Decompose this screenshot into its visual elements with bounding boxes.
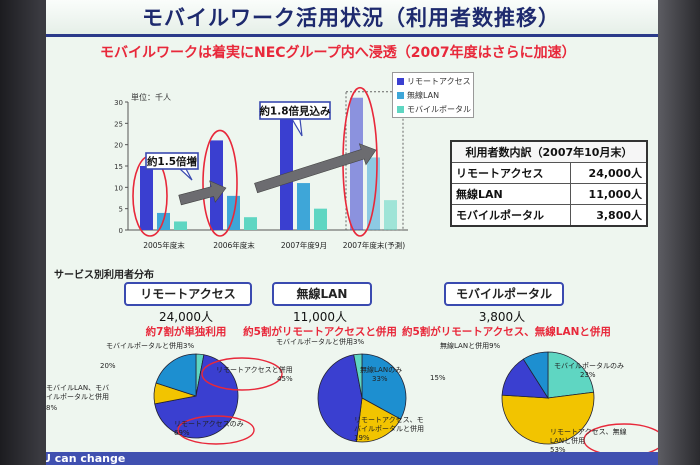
callout-text: 約1.8倍見込み bbox=[259, 105, 331, 118]
bar-remote-0 bbox=[140, 166, 153, 230]
service-title-box: 無線LAN bbox=[272, 282, 372, 306]
table-header-row: 利用者数内訳（2007年10月末） bbox=[450, 140, 648, 163]
annotation-1-8x: 約1.8倍見込み bbox=[259, 101, 331, 137]
pie-label: 20% bbox=[100, 362, 116, 370]
callout-box bbox=[259, 101, 331, 120]
table-row: リモートアクセス 24,000人 bbox=[450, 162, 648, 184]
pie-label: 無線LANと併用9% bbox=[440, 342, 501, 350]
pie-label: リモートアクセスのみ 69% bbox=[174, 420, 244, 437]
y-tick-label: 10 bbox=[114, 184, 123, 192]
pie-label: 15% bbox=[430, 374, 446, 382]
table-row: 無線LAN 11,000人 bbox=[450, 183, 648, 205]
x-tick-label: 2007年度9月 bbox=[281, 240, 327, 250]
label-highlight-ellipse bbox=[201, 357, 283, 391]
pie-label: リモートアクセス、無線LANと併用 53% bbox=[550, 428, 627, 454]
pie-slice bbox=[317, 354, 363, 443]
pie-label: モバイルLAN、モバイルポータルと併用 bbox=[46, 384, 110, 401]
service-title-box: リモートアクセス bbox=[124, 282, 252, 306]
pie-label: モバイルポータルと併用3% bbox=[276, 338, 365, 346]
table-cell-value: 24,000人 bbox=[569, 162, 648, 184]
service-note: 約7割が単独利用 bbox=[145, 326, 227, 338]
pie-2 bbox=[501, 351, 595, 445]
chart-unit-label: 単位：千人 bbox=[131, 93, 171, 102]
pie-slice bbox=[356, 397, 402, 443]
y-tick-label: 30 bbox=[114, 99, 123, 107]
table-header: 利用者数内訳（2007年10月末） bbox=[450, 140, 648, 163]
x-tick-label: 2006年度末 bbox=[213, 240, 255, 250]
legend-swatch bbox=[397, 92, 404, 99]
pie-label: リモートアクセスと併用 45% bbox=[216, 366, 293, 383]
legend-item-wlan: 無線LAN bbox=[397, 90, 439, 101]
bar-remote-3 bbox=[350, 97, 363, 230]
growth-arrow-1 bbox=[178, 180, 227, 206]
table-cell-label: モバイルポータル bbox=[450, 204, 571, 227]
slide-subtitle: モバイルワークは着実にNECグループ内へ浸透（2007年度はさらに加速） bbox=[100, 45, 576, 61]
pie-1 bbox=[317, 353, 407, 443]
pie-slice bbox=[353, 353, 363, 399]
service-note: 約5割がリモートアクセス、無線LANと併用 bbox=[402, 326, 611, 338]
bar-wlan-2 bbox=[297, 183, 310, 230]
y-tick-label: 20 bbox=[114, 142, 123, 150]
x-tick-label: 2007年度末(予測) bbox=[343, 240, 406, 250]
annotation-1-5x: 約1.5倍増 bbox=[145, 152, 199, 181]
pie-label: モバイルポータルと併用3% bbox=[106, 342, 195, 350]
slide-title: モバイルワーク活用状況（利用者数推移） bbox=[142, 6, 560, 30]
slide-title-bar: モバイルワーク活用状況（利用者数推移） bbox=[46, 0, 658, 37]
service-distribution-heading: サービス別利用者分布 bbox=[54, 270, 154, 281]
footer-tagline: U can change bbox=[46, 452, 126, 465]
bar-portal-0 bbox=[174, 221, 187, 230]
table-cell-label: 無線LAN bbox=[450, 183, 571, 205]
bar-chart: 0 5 10 15 20 25 30 2005年度末 2006年度末 2007年度9月 2007年度… bbox=[114, 86, 408, 250]
presentation-slide: モバイルワーク活用状況（利用者数推移） モバイルワークは着実にNECグループ内へ… bbox=[46, 0, 658, 465]
pie-label: 無線LANのみ 33% bbox=[360, 366, 403, 383]
bar-portal-2 bbox=[314, 208, 327, 230]
y-tick-label: 0 bbox=[119, 227, 123, 235]
pie-slice bbox=[155, 353, 197, 397]
growth-arrow-2 bbox=[254, 143, 377, 194]
chart-legend: リモートアクセス 無線LAN モバイルポータル bbox=[392, 72, 474, 118]
service-user-count: 24,000人 bbox=[159, 310, 213, 324]
highlight-ellipse bbox=[202, 129, 238, 237]
growth-arrow-shape bbox=[254, 143, 377, 194]
pie-0 bbox=[153, 353, 239, 439]
legend-item-remote: リモートアクセス bbox=[397, 76, 471, 87]
callout-box bbox=[145, 152, 199, 170]
users-breakdown-table: 利用者数内訳（2007年10月末） リモートアクセス 24,000人 無線LAN 1… bbox=[450, 140, 648, 227]
bar-portal-3 bbox=[384, 200, 397, 230]
service-user-count: 3,800人 bbox=[478, 310, 526, 324]
legend-swatch bbox=[397, 106, 404, 113]
table-cell-value: 11,000人 bbox=[569, 183, 648, 205]
pie-slice bbox=[547, 351, 595, 399]
service-user-count: 11,000人 bbox=[293, 310, 347, 324]
y-tick-label: 5 bbox=[119, 206, 123, 214]
service-title-box: モバイルポータル bbox=[444, 282, 564, 306]
pie-slice bbox=[501, 391, 595, 445]
y-tick-label: 25 bbox=[114, 120, 123, 128]
table-row: モバイルポータル 3,800人 bbox=[450, 204, 648, 227]
table-cell-value: 3,800人 bbox=[569, 204, 648, 227]
pie-label: モバイルポータルのみ 23% bbox=[554, 362, 624, 379]
label-highlight-ellipse bbox=[177, 415, 255, 445]
pie-slice bbox=[361, 353, 407, 420]
growth-arrow-shape bbox=[178, 180, 227, 206]
legend-swatch bbox=[397, 78, 404, 85]
y-tick-label: 15 bbox=[114, 163, 123, 171]
x-tick-label: 2005年度末 bbox=[143, 240, 185, 250]
service-note: 約5割がリモートアクセスと併用 bbox=[243, 326, 397, 338]
bar-portal-1 bbox=[244, 217, 257, 230]
callout-text: 約1.5倍増 bbox=[147, 155, 197, 168]
pie-charts bbox=[153, 351, 658, 457]
table-cell-label: リモートアクセス bbox=[450, 162, 571, 184]
legend-item-portal: モバイルポータル bbox=[397, 104, 471, 115]
slide-footer: U can change bbox=[46, 452, 658, 465]
pie-label: リモートアクセス、モバイルポータルと併用 19% bbox=[354, 416, 424, 442]
pie-slice bbox=[522, 351, 549, 400]
pie-label: 8% bbox=[46, 404, 58, 412]
